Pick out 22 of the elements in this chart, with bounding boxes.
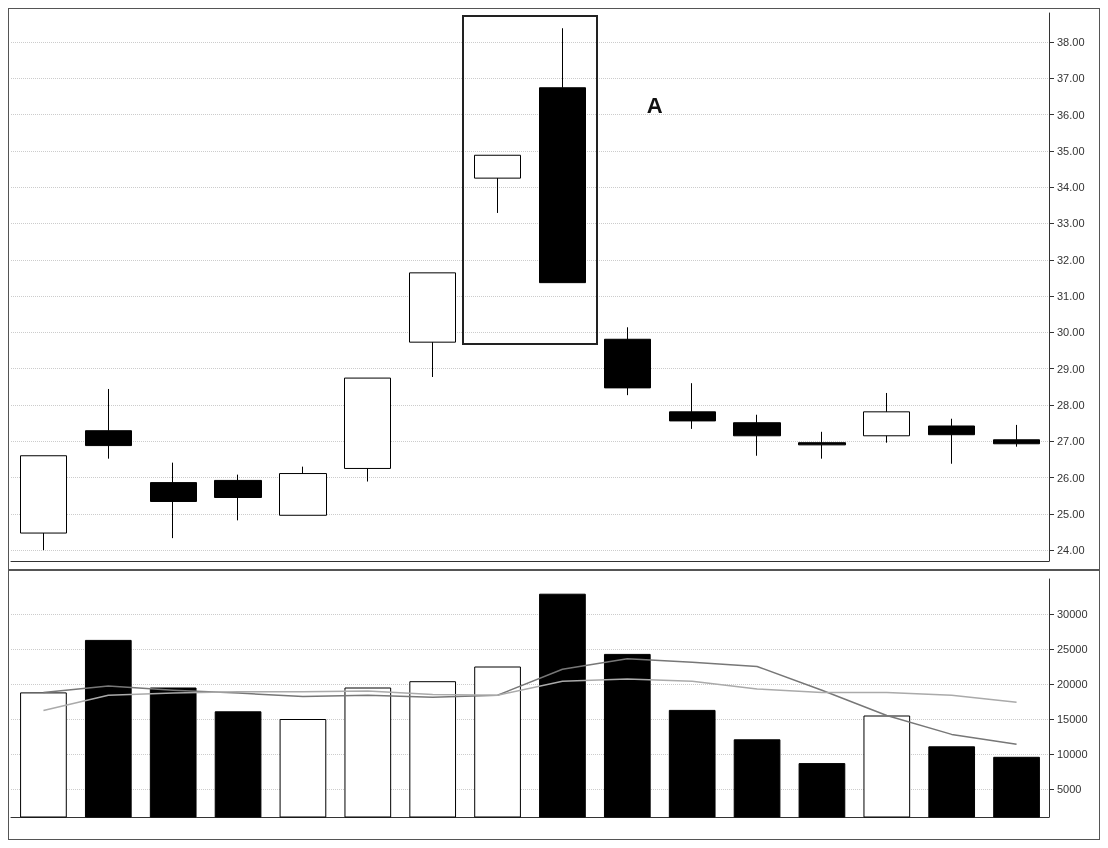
y-tick-label: 5000 [1057,783,1082,795]
y-tick-label: 10000 [1057,748,1088,760]
y-tick-label: 15000 [1057,713,1088,725]
y-tick-label: 32.00 [1057,253,1085,266]
y-tick-label: 29.00 [1057,362,1085,375]
y-tick-label: 37.00 [1057,72,1085,85]
y-tick-label: 33.00 [1057,217,1085,230]
y-tick-label: 25000 [1057,643,1088,655]
y-tick-label: 20000 [1057,678,1088,690]
y-tick-label: 31.00 [1057,290,1085,303]
y-tick-label: 25.00 [1057,507,1085,520]
y-tick-label: 38.00 [1057,36,1085,49]
y-tick-label: 24.00 [1057,544,1085,557]
y-tick-label: 26.00 [1057,471,1085,484]
y-tick-label: 36.00 [1057,108,1085,121]
y-tick-label: 35.00 [1057,144,1085,157]
y-tick-label: 30000 [1057,608,1088,620]
y-tick-label: 30.00 [1057,326,1085,339]
y-tick-label: 28.00 [1057,398,1085,411]
y-tick-label: 27.00 [1057,435,1085,448]
y-tick-label: 34.00 [1057,181,1085,194]
annotation: A [646,93,663,119]
